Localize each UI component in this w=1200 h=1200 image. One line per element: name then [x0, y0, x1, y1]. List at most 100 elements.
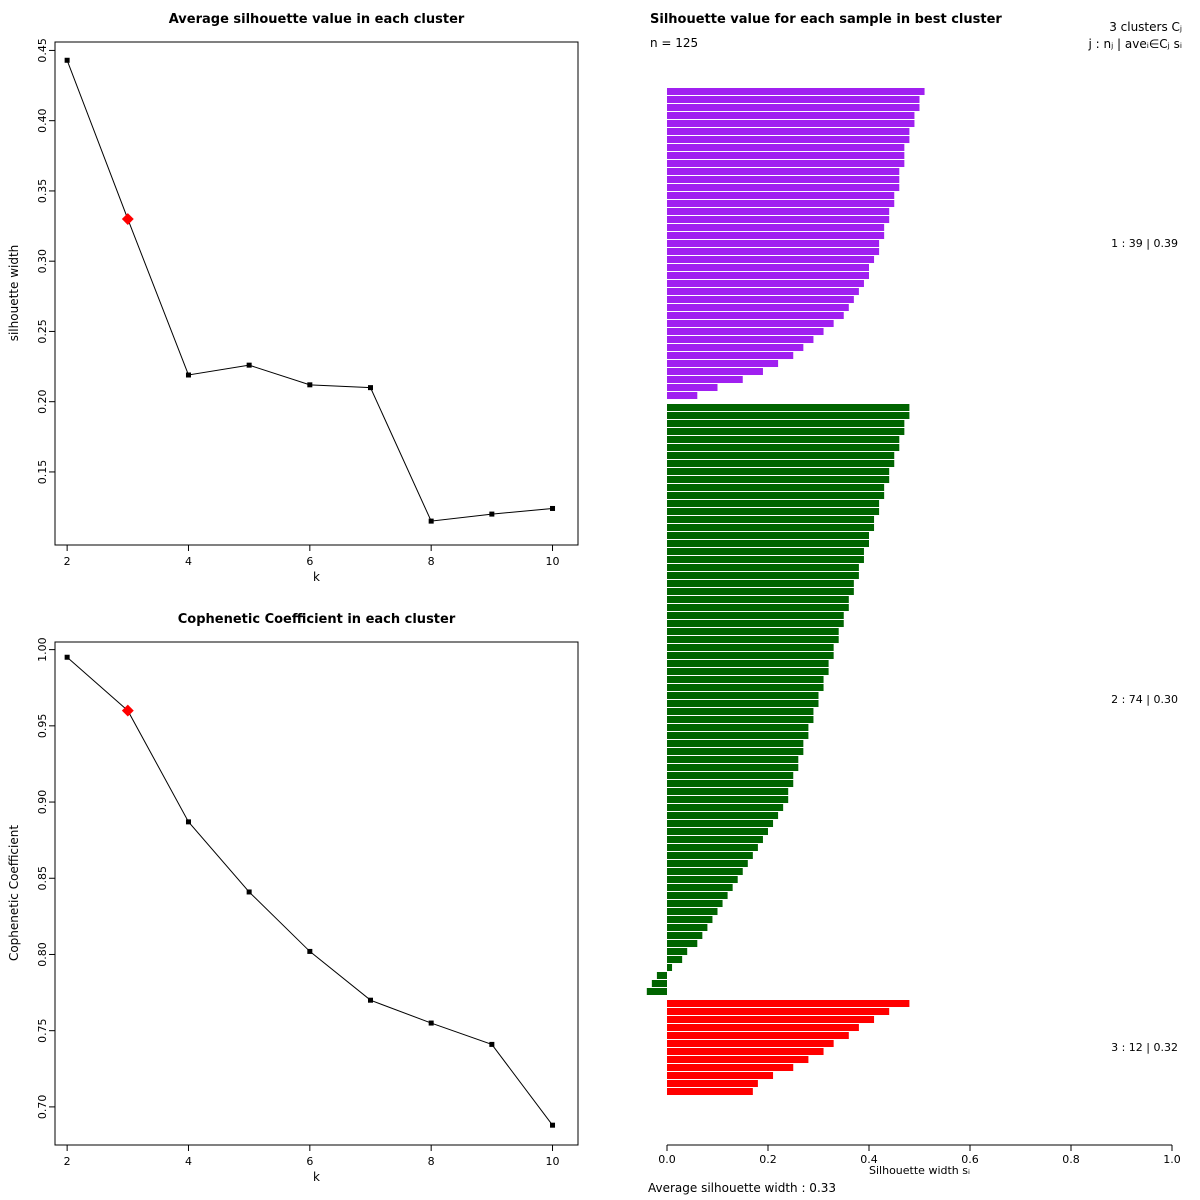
x-tick-label: 8	[428, 555, 435, 568]
avg-silhouette-xlabel: k	[313, 570, 320, 584]
x-tick-label: 2	[64, 555, 71, 568]
silhouette-bar	[667, 192, 895, 199]
silhouette-bar	[667, 444, 900, 451]
cluster-2-label: 2 : 74 | 0.30	[1111, 693, 1178, 706]
silhouette-bar	[667, 924, 708, 931]
silhouette-bar	[667, 1000, 910, 1007]
silhouette-bar	[667, 336, 814, 343]
silhouette-bar	[667, 232, 885, 239]
cluster-3-label: 3 : 12 | 0.32	[1111, 1041, 1178, 1054]
silhouette-bar	[667, 460, 895, 467]
silhouette-bar	[667, 1056, 809, 1063]
silhouette-bar	[667, 900, 723, 907]
silhouette-bar	[667, 636, 839, 643]
silhouette-bar	[667, 1064, 794, 1071]
silhouette-bar	[667, 708, 814, 715]
x-tick-label: 10	[546, 1155, 560, 1168]
cophenetic-xlabel: k	[313, 1170, 320, 1184]
avg-silhouette-ylabel: silhouette width	[7, 244, 21, 342]
y-tick-label: 0.30	[36, 249, 49, 274]
silhouette-bar	[667, 1016, 875, 1023]
x-tick-label: 4	[185, 555, 192, 568]
y-tick-label: 0.95	[36, 714, 49, 739]
data-point	[246, 362, 252, 368]
silhouette-legend-line1: 3 clusters Cⱼ	[1109, 20, 1182, 34]
data-point	[64, 57, 70, 63]
silhouette-bar	[667, 836, 763, 843]
silhouette-bar	[667, 908, 718, 915]
y-tick-label: 0.70	[36, 1095, 49, 1120]
silhouette-bar	[667, 668, 829, 675]
silhouette-bar	[667, 764, 799, 771]
y-tick-label: 0.45	[36, 38, 49, 63]
silhouette-plot: 0.0 0.2 0.4 0.6 0.8 1.0	[646, 88, 1181, 1166]
silhouette-bar	[667, 572, 859, 579]
silhouette-bar	[667, 884, 733, 891]
silhouette-bar	[667, 304, 849, 311]
y-tick-label: 0.25	[36, 319, 49, 344]
silhouette-bar	[667, 852, 753, 859]
x-tick-label: 2	[64, 1155, 71, 1168]
silhouette-bar	[667, 240, 880, 247]
silhouette-sample-count: n = 125	[650, 36, 699, 50]
silhouette-bar	[667, 120, 915, 127]
silhouette-bar	[667, 620, 844, 627]
silhouette-bar	[667, 596, 849, 603]
data-point	[307, 382, 313, 388]
silhouette-bar	[667, 176, 900, 183]
silhouette-bar	[667, 112, 915, 119]
silhouette-bar	[667, 1024, 859, 1031]
silhouette-bar	[667, 588, 854, 595]
y-tick-label: 0.35	[36, 179, 49, 204]
silhouette-bar	[667, 508, 880, 515]
plot-box	[54, 41, 579, 546]
silhouette-bar	[667, 468, 890, 475]
silhouette-bar	[667, 360, 779, 367]
silhouette-bar	[667, 1080, 758, 1087]
data-point	[428, 1020, 434, 1026]
y-tick-label: 0.85	[36, 866, 49, 891]
silhouette-bar	[667, 876, 738, 883]
silhouette-bar	[667, 564, 859, 571]
x-tick-label: 8	[428, 1155, 435, 1168]
x-tick-label: 1.0	[1163, 1153, 1181, 1166]
silhouette-bar	[667, 1040, 834, 1047]
x-tick-label: 0.4	[860, 1153, 878, 1166]
x-tick-label: 0.2	[759, 1153, 777, 1166]
y-tick-label: 0.40	[36, 108, 49, 133]
x-tick-label: 0.8	[1062, 1153, 1080, 1166]
data-point	[185, 372, 191, 378]
silhouette-bar	[667, 1032, 849, 1039]
x-tick-label: 0.0	[658, 1153, 676, 1166]
silhouette-title: Silhouette value for each sample in best…	[650, 12, 1002, 27]
silhouette-bar	[667, 104, 920, 111]
silhouette-bar	[667, 556, 864, 563]
avg-silhouette-title: Average silhouette value in each cluster	[168, 12, 465, 27]
silhouette-bar	[667, 152, 905, 159]
silhouette-bar	[667, 1048, 824, 1055]
silhouette-bar	[667, 748, 804, 755]
data-point	[64, 654, 70, 660]
silhouette-bar	[667, 844, 758, 851]
silhouette-bar	[667, 916, 713, 923]
silhouette-xaxis-label: Silhouette width sᵢ	[869, 1164, 970, 1177]
silhouette-bar	[667, 772, 794, 779]
silhouette-bar	[667, 652, 834, 659]
silhouette-bar	[667, 580, 854, 587]
silhouette-bar	[667, 368, 763, 375]
data-point	[489, 511, 495, 517]
silhouette-bar	[667, 932, 703, 939]
silhouette-bar	[656, 972, 667, 979]
silhouette-bar	[667, 200, 895, 207]
y-tick-label: 0.20	[36, 389, 49, 414]
silhouette-bar	[667, 412, 910, 419]
cophenetic-title: Cophenetic Coefficient in each cluster	[177, 612, 456, 627]
silhouette-bar	[667, 392, 698, 399]
silhouette-bar	[667, 660, 829, 667]
silhouette-bar	[667, 436, 900, 443]
y-tick-label: 0.15	[36, 460, 49, 485]
silhouette-bar	[667, 208, 890, 215]
silhouette-footer: Average silhouette width : 0.33	[648, 1181, 837, 1195]
silhouette-bar	[667, 248, 880, 255]
